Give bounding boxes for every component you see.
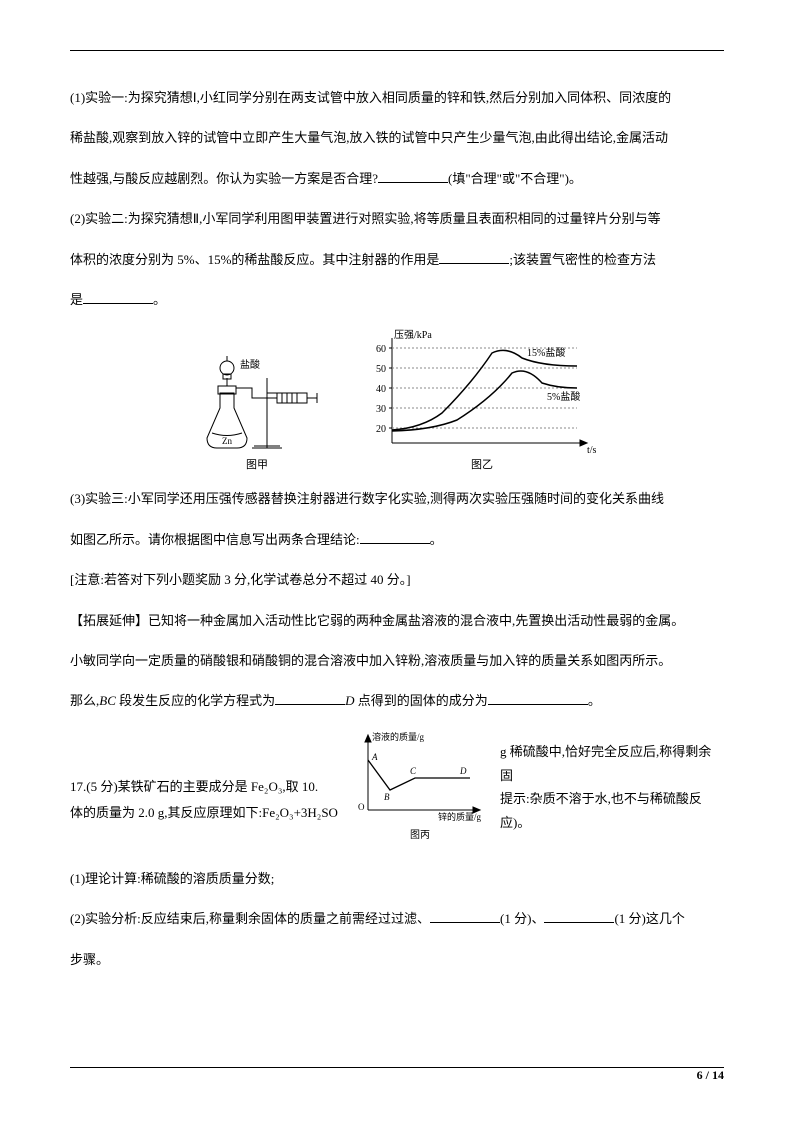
q17-sub1: (1)理论计算:稀硫酸的溶质质量分数; [70, 861, 724, 897]
figure-right: 压强/kPa 20 30 40 50 60 15%盐酸 5%盐酸 t/s 图乙 [362, 328, 602, 471]
ext-line2: 小敏同学向一定质量的硝酸银和硝酸铜的混合溶液中加入锌粉,溶液质量与加入锌的质量关… [70, 643, 724, 679]
q2-line2b-text: ;该装置气密性的检查方法 [509, 252, 656, 267]
svg-text:B: B [384, 792, 390, 802]
q2-line3: 是。 [70, 282, 724, 318]
blank-ext1 [275, 692, 345, 705]
q17-line2b: 提示:杂质不溶于水,也不与稀硫酸反应)。 [500, 791, 702, 829]
q2-line3-text: 是 [70, 292, 83, 307]
q3-line1: (3)实验三:小军同学还用压强传感器替换注射器进行数字化实验,测得两次实验压强随… [70, 481, 724, 517]
acid-label: 盐酸 [240, 358, 260, 371]
blank-q3 [360, 531, 430, 544]
svg-text:50: 50 [376, 364, 386, 375]
q2-line2: 体积的浓度分别为 5%、15%的稀盐酸反应。其中注射器的作用是 ;该装置气密性的检… [70, 242, 724, 278]
fig3-label: 图丙 [350, 827, 490, 845]
blank-sub2a [430, 910, 500, 923]
q17-sub2: (2)实验分析:反应结束后,称量剩余固体的质量之前需经过过滤、 (1 分)、 (1 … [70, 901, 724, 937]
pressure-chart-svg: 压强/kPa 20 30 40 50 60 15%盐酸 5%盐酸 t/s [362, 328, 602, 458]
series1-label: 15%盐酸 [527, 346, 565, 359]
apparatus-svg: 盐酸 Zn [192, 338, 322, 458]
y-title: 压强/kPa [394, 329, 432, 341]
ext-line3c: 点得到的固体的成分为 [355, 693, 488, 708]
page-footer: 6 / 14 [697, 1059, 724, 1093]
blank-ext2 [488, 692, 588, 705]
q1-line3: 性越强,与酸反应越剧烈。你认为实验一方案是否合理? (填"合理"或"不合理")。 [70, 161, 724, 197]
fig3-xtitle: 锌的质量/g [438, 811, 482, 822]
q2-line1: (2)实验二:为探究猜想Ⅱ,小军同学利用图甲装置进行对照实验,将等质量且表面积相… [70, 201, 724, 237]
ext-line3b: 段发生反应的化学方程式为 [116, 693, 275, 708]
q17-sub2a: (2)实验分析:反应结束后,称量剩余固体的质量之前需经过过滤、 [70, 911, 430, 926]
note-line: [注意:若答对下列小题奖励 3 分,化学试卷总分不超过 40 分。] [70, 562, 724, 598]
figure-row-1: 盐酸 Zn 图甲 [70, 328, 724, 471]
figure3: 溶液的质量/g A B C D 锌的质量/g O 图丙 [350, 730, 490, 845]
q3-line2: 如图乙所示。请你根据图中信息写出两条合理结论: 。 [70, 522, 724, 558]
figure-left: 盐酸 Zn 图甲 [192, 338, 322, 471]
q1-line3a-text: 性越强,与酸反应越剧烈。你认为实验一方案是否合理? [70, 171, 378, 186]
footer-rule [70, 1067, 724, 1068]
q17-sub2-score2: (1 分)这几个 [614, 911, 684, 926]
top-rule [70, 50, 724, 51]
blank-sub2b [544, 910, 614, 923]
ext-line3: 那么,BC 段发生反应的化学方程式为 D 点得到的固体的成分为 。 [70, 683, 724, 719]
ext-d: D [345, 693, 354, 708]
q17-sub2c: 步骤。 [70, 942, 724, 978]
q3-line2a-text: 如图乙所示。请你根据图中信息写出两条合理结论: [70, 532, 360, 547]
q1-line1: (1)实验一:为探究猜想Ⅰ,小红同学分别在两支试管中放入相同质量的锌和铁,然后分… [70, 80, 724, 116]
svg-text:D: D [459, 766, 467, 776]
x-label: t/s [587, 445, 597, 456]
series2-label: 5%盐酸 [547, 390, 580, 403]
fig3-ytitle: 溶液的质量/g [372, 731, 425, 742]
figure-left-label: 图甲 [192, 460, 322, 471]
q17-line1a: 17.(5 分)某铁矿石的主要成分是 Fe₂O₃,取 10. [70, 779, 318, 794]
ext-bc: BC [99, 693, 116, 708]
q3-line2b-text: 。 [430, 532, 443, 547]
q1-line2: 稀盐酸,观察到放入锌的试管中立即产生大量气泡,放入铁的试管中只产生少量气泡,由此… [70, 120, 724, 156]
q17-line1b: g 稀硫酸中,恰好完全反应后,称得剩余固 [500, 744, 711, 782]
blank-q2a [439, 251, 509, 264]
blank-q1 [378, 170, 448, 183]
ext-line1: 【拓展延伸】已知将一种金属加入活动性比它弱的两种金属盐溶液的混合液中,先置换出活… [70, 603, 724, 639]
svg-text:A: A [371, 752, 378, 762]
svg-text:C: C [410, 766, 417, 776]
blank-q2b [83, 291, 153, 304]
q17-sub2-score1: (1 分)、 [500, 911, 544, 926]
ext-line3a: 那么, [70, 693, 99, 708]
ext-line3d: 。 [588, 693, 601, 708]
svg-text:20: 20 [376, 424, 386, 435]
figure3-svg: 溶液的质量/g A B C D 锌的质量/g O [350, 730, 490, 825]
svg-text:O: O [358, 802, 365, 812]
svg-text:30: 30 [376, 404, 386, 415]
q2-line3b-text: 。 [153, 292, 166, 307]
q1-line3b-text: (填"合理"或"不合理")。 [448, 171, 582, 186]
svg-text:40: 40 [376, 384, 386, 395]
q2-line2a-text: 体积的浓度分别为 5%、15%的稀盐酸反应。其中注射器的作用是 [70, 252, 439, 267]
q17-line2a: 体的质量为 2.0 g,其反应原理如下:Fe₂O₃+3H₂SO [70, 805, 338, 820]
svg-text:60: 60 [376, 344, 386, 355]
zn-label: Zn [222, 436, 232, 446]
figure-right-label: 图乙 [362, 460, 602, 471]
